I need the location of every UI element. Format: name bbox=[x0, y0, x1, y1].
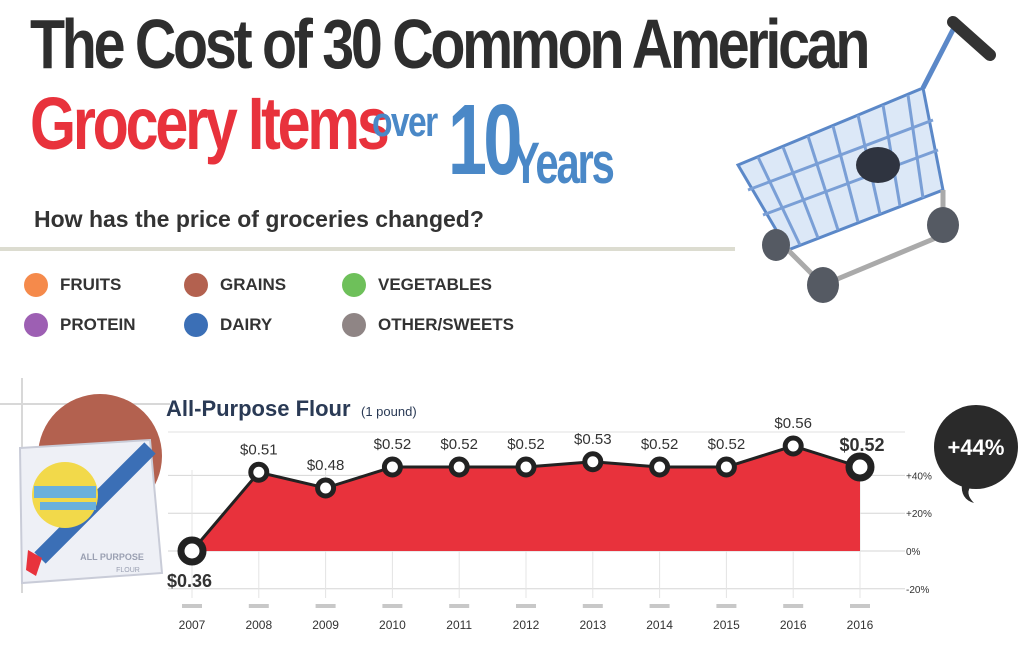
x-axis-labels: 2007 2008 2009 2010 2011 2012 2013 2014 2015 2016… bbox=[179, 618, 874, 632]
x-tick-label: 2009 bbox=[312, 618, 339, 632]
x-tick-label: 2013 bbox=[579, 618, 606, 632]
value-label: $0.53 bbox=[574, 431, 612, 448]
subtitle-question: How has the price of groceries changed? bbox=[34, 206, 484, 232]
bag-label-2: FLOUR bbox=[116, 567, 140, 574]
data-point bbox=[381, 456, 403, 478]
bag-label-1: ALL PURPOSE bbox=[80, 552, 144, 562]
flour-price-chart: $0.36 $0.51 $0.48 $0.52 $0.52 $0.52 $0.53 $0.52… bbox=[167, 415, 932, 632]
percent-change-label: +44% bbox=[948, 435, 1005, 460]
legend-dairy: DAIRY bbox=[184, 313, 272, 337]
chart-title-unit: (1 pound) bbox=[361, 404, 417, 419]
legend-grains: GRAINS bbox=[184, 273, 286, 297]
x-tick-label: 2008 bbox=[245, 618, 272, 632]
data-point bbox=[845, 452, 875, 482]
x-tick-mark bbox=[516, 604, 536, 608]
data-point bbox=[315, 477, 337, 499]
legend-protein: PROTEIN bbox=[24, 313, 136, 337]
chart-title-main: All-Purpose Flour bbox=[166, 396, 351, 421]
chart-title: All-Purpose Flour (1 pound) bbox=[166, 396, 417, 422]
legend-label: FRUITS bbox=[60, 275, 122, 294]
x-tick-mark bbox=[716, 604, 737, 608]
value-label: $0.52 bbox=[440, 436, 478, 453]
x-tick-mark bbox=[449, 604, 470, 608]
x-tick-label: 2014 bbox=[646, 618, 673, 632]
value-label: $0.52 bbox=[507, 436, 545, 453]
right-tick-label: 0% bbox=[906, 547, 921, 558]
legend-label: OTHER/SWEETS bbox=[378, 315, 515, 334]
legend-label: DAIRY bbox=[220, 315, 273, 334]
title-over: over bbox=[372, 98, 438, 145]
legend-label: GRAINS bbox=[220, 275, 287, 294]
data-point bbox=[248, 461, 270, 483]
x-tick-label: 2016 bbox=[780, 618, 807, 632]
x-tick-mark bbox=[248, 604, 269, 608]
data-point bbox=[582, 451, 604, 473]
legend-fruits: FRUITS bbox=[24, 273, 121, 297]
value-label: $0.51 bbox=[240, 441, 278, 458]
x-tick-mark bbox=[582, 604, 603, 608]
data-point bbox=[782, 435, 804, 457]
title-years: Years bbox=[512, 131, 615, 196]
title-line-1: The Cost of 30 Common American bbox=[30, 5, 870, 83]
data-point bbox=[177, 536, 207, 566]
legend-vegetables: VEGETABLES bbox=[342, 273, 492, 297]
shopping-cart-icon bbox=[735, 16, 996, 303]
legend-dot bbox=[342, 273, 366, 297]
x-tick-label: 2010 bbox=[379, 618, 406, 632]
right-tick-label: +20% bbox=[906, 509, 932, 520]
legend-label: PROTEIN bbox=[60, 315, 136, 334]
right-axis-ticks: +40% +20% 0% -20% bbox=[906, 471, 932, 595]
value-label: $0.48 bbox=[307, 457, 345, 474]
legend-label: VEGETABLES bbox=[378, 275, 492, 294]
x-tick-label: 2012 bbox=[513, 618, 540, 632]
right-tick-label: -20% bbox=[906, 585, 929, 596]
legend-dot bbox=[24, 313, 48, 337]
value-label: $0.56 bbox=[774, 415, 812, 432]
legend-other-sweets: OTHER/SWEETS bbox=[342, 313, 514, 337]
x-tick-label: 2016 bbox=[847, 618, 874, 632]
legend-dot bbox=[24, 273, 48, 297]
value-label: $0.52 bbox=[374, 436, 412, 453]
price-area bbox=[192, 446, 860, 551]
value-label: $0.36 bbox=[167, 571, 212, 591]
x-tick-mark bbox=[182, 604, 202, 608]
x-tick-mark bbox=[315, 604, 336, 608]
data-points bbox=[177, 435, 875, 566]
x-tick-label: 2011 bbox=[446, 618, 472, 632]
flour-bag-icon: ALL PURPOSE FLOUR bbox=[0, 378, 170, 593]
right-tick-label: +40% bbox=[906, 471, 932, 482]
title-number: 10 bbox=[448, 84, 522, 196]
x-tick-mark bbox=[783, 604, 804, 608]
x-tick-mark bbox=[850, 604, 870, 608]
data-point bbox=[715, 456, 737, 478]
percent-change-badge: +44% bbox=[934, 405, 1018, 503]
x-tick-mark bbox=[382, 604, 403, 608]
value-labels: $0.36 $0.51 $0.48 $0.52 $0.52 $0.52 $0.53 $0.52… bbox=[167, 415, 885, 591]
legend-dot bbox=[342, 313, 366, 337]
legend-dot bbox=[184, 273, 208, 297]
title-line-2: Grocery Items bbox=[30, 82, 390, 165]
value-label: $0.52 bbox=[708, 436, 746, 453]
x-tick-mark bbox=[649, 604, 670, 608]
value-label: $0.52 bbox=[839, 435, 884, 455]
data-point bbox=[515, 456, 537, 478]
data-point bbox=[448, 456, 470, 478]
legend-dot bbox=[184, 313, 208, 337]
value-label: $0.52 bbox=[641, 436, 679, 453]
x-tick-label: 2007 bbox=[179, 618, 206, 632]
data-point bbox=[649, 456, 671, 478]
x-tick-label: 2015 bbox=[713, 618, 740, 632]
divider bbox=[0, 247, 735, 251]
